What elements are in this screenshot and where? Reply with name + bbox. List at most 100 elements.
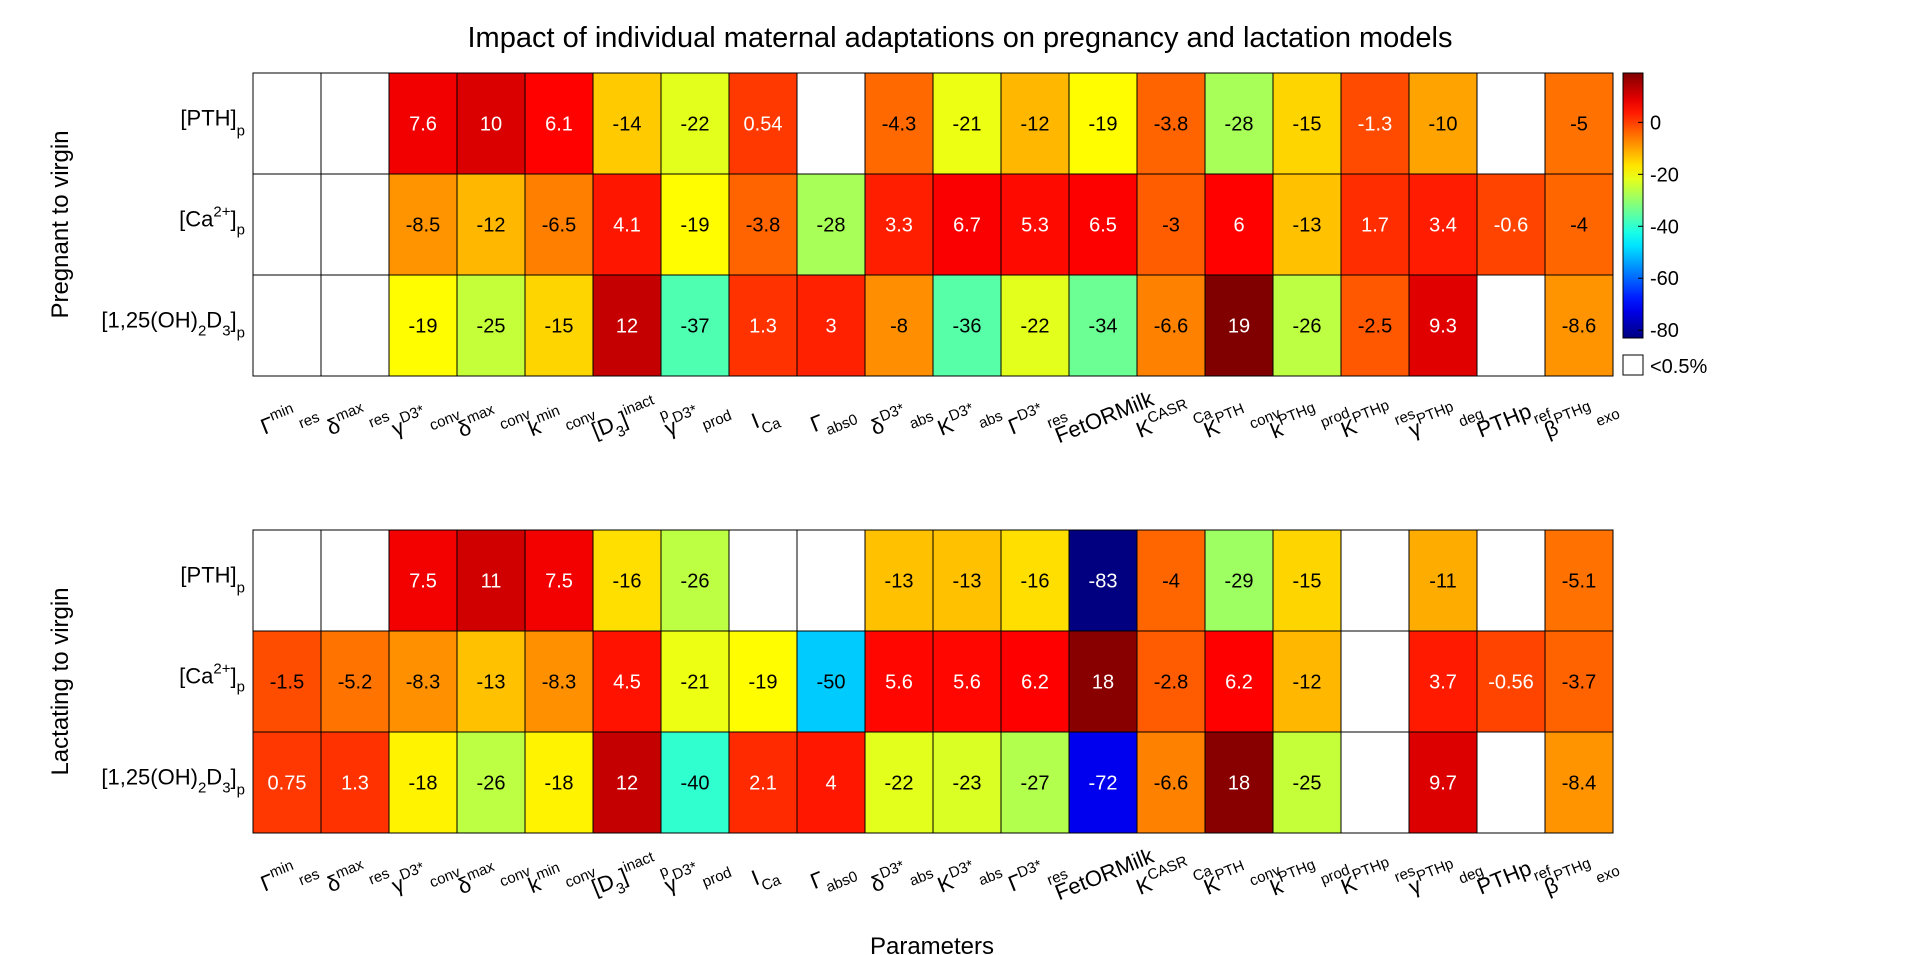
cell-value-label: -3.8 (1154, 114, 1188, 136)
cell-value-label: -19 (681, 215, 710, 237)
cell-value-label: 6.5 (1089, 215, 1117, 237)
parameter-tick-label: γD3*prod (660, 390, 734, 447)
heatmap-cell (456, 731, 526, 834)
heatmap-cell (864, 274, 934, 377)
cell-value-label: 3.7 (1429, 672, 1457, 694)
parameter-tick-label: δD3*abs (866, 848, 936, 903)
cell-value-label: 5.6 (953, 672, 981, 694)
cell-value-label: 9.7 (1429, 773, 1457, 795)
row-label: [Ca2+]p (179, 661, 245, 696)
heatmap-cell (388, 731, 458, 834)
cell-value-label: -26 (1293, 316, 1322, 338)
heatmap-cell (456, 630, 526, 733)
heatmap-cell (728, 72, 798, 175)
heatmap-cell (1476, 529, 1546, 632)
row-label: [PTH]p (180, 106, 245, 140)
row-label: [Ca2+]p (179, 204, 245, 239)
heatmap-cell (728, 173, 798, 276)
heatmap-cell (252, 274, 322, 377)
heatmap-cell (524, 274, 594, 377)
heatmap-cell (1408, 731, 1478, 834)
colorbar-tick-label: -20 (1650, 164, 1679, 186)
heatmap-cell (932, 529, 1002, 632)
heatmap-cell (1068, 274, 1138, 377)
heatmap-cell (592, 731, 662, 834)
heatmap-cell (592, 529, 662, 632)
heatmap-cell (1204, 72, 1274, 175)
cell-value-label: -0.6 (1494, 215, 1528, 237)
cell-value-label: -6.5 (542, 215, 576, 237)
cell-value-label: 4.5 (613, 672, 641, 694)
cell-value-label: -26 (681, 571, 710, 593)
cell-value-label: -72 (1089, 773, 1118, 795)
row-label: [PTH]p (180, 563, 245, 597)
cell-value-label: -8.5 (406, 215, 440, 237)
heatmap-cell (1272, 731, 1342, 834)
heatmap-cell (1272, 72, 1342, 175)
panel-y-label: Pregnant to virgin (47, 130, 74, 318)
cell-value-label: -34 (1089, 316, 1118, 338)
parameter-tick-label: KCASRCa (1131, 388, 1215, 449)
cell-value-label: -5.1 (1562, 571, 1596, 593)
cell-value-label: 18 (1228, 773, 1250, 795)
heatmap-cell (1544, 630, 1614, 733)
chart-title: Impact of individual maternal adaptation… (468, 22, 1453, 54)
cell-value-label: 0.75 (268, 773, 307, 795)
heatmap-cell (252, 72, 322, 175)
colorbar-tick-label: 0 (1650, 112, 1661, 134)
heatmap-cell (1000, 630, 1070, 733)
cell-value-label: -15 (1293, 114, 1322, 136)
cell-value-label: 3.4 (1429, 215, 1457, 237)
heatmap-cell (320, 630, 390, 733)
cell-value-label: 6.2 (1021, 672, 1049, 694)
cell-value-label: 19 (1228, 316, 1250, 338)
cell-value-label: -28 (1225, 114, 1254, 136)
cell-value-label: 0.54 (744, 114, 783, 136)
heatmap-cell (1340, 529, 1410, 632)
cell-value-label: -1.5 (270, 672, 304, 694)
cell-value-label: -18 (545, 773, 574, 795)
heatmap-cell (1340, 274, 1410, 377)
cell-value-label: -2.5 (1358, 316, 1392, 338)
cell-value-label: -14 (613, 114, 642, 136)
cell-value-label: -13 (1293, 215, 1322, 237)
cell-value-label: -1.3 (1358, 114, 1392, 136)
heatmap-cell (592, 274, 662, 377)
heatmap-cell (1204, 173, 1274, 276)
cell-value-label: 5.6 (885, 672, 913, 694)
cell-value-label: 12 (616, 773, 638, 795)
parameter-tick-label: δmaxconv (453, 389, 534, 449)
cell-value-label: 4.1 (613, 215, 641, 237)
heatmap-cell (1476, 274, 1546, 377)
heatmap-cell (1408, 529, 1478, 632)
parameter-tick-label: Γminres (256, 392, 322, 446)
cell-value-label: -6.6 (1154, 316, 1188, 338)
cell-value-label: -8 (890, 316, 908, 338)
cell-value-label: 11 (481, 571, 502, 593)
heatmap-cell (796, 274, 866, 377)
cell-value-label: 1.3 (749, 316, 777, 338)
cell-value-label: -37 (681, 316, 710, 338)
colorbar-scale (1622, 72, 1644, 339)
heatmap-cell (864, 731, 934, 834)
heatmap-cell (796, 173, 866, 276)
cell-value-label: 12 (616, 316, 638, 338)
heatmap-cell (728, 274, 798, 377)
null-legend-swatch (1622, 354, 1644, 376)
heatmap-cell (660, 173, 730, 276)
cell-value-label: -13 (885, 571, 914, 593)
cell-value-label: -4 (1570, 215, 1588, 237)
colorbar-tick-label: -40 (1650, 216, 1679, 238)
cell-value-label: -22 (1021, 316, 1050, 338)
cell-value-label: -19 (1089, 114, 1118, 136)
cell-value-label: 6.2 (1225, 672, 1253, 694)
heatmap-cell (524, 72, 594, 175)
parameter-tick-label: [D3]inactp (587, 845, 671, 906)
cell-value-label: -11 (1429, 571, 1456, 593)
heatmap-cell (1340, 72, 1410, 175)
cell-value-label: -3.8 (746, 215, 780, 237)
cell-value-label: 7.5 (409, 571, 437, 593)
heatmap-cell (524, 529, 594, 632)
